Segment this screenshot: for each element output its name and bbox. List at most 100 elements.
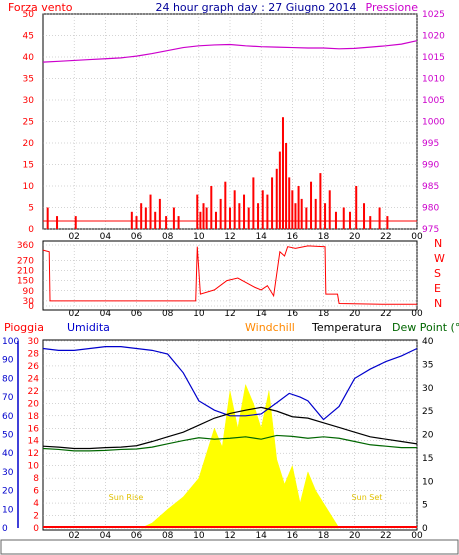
p3-right-tick-label: 0 <box>422 524 428 534</box>
p1-left-tick-label: 0 <box>28 225 34 235</box>
humidity-tick-label: 90 <box>2 356 14 366</box>
sun-set-label: Sun Set <box>352 493 383 502</box>
temperature-line <box>42 406 418 450</box>
wind-bar <box>281 117 284 229</box>
wind-bar <box>291 190 294 229</box>
sun-rise-label: Sun Rise <box>109 493 144 502</box>
p1-x-tick-label: 08 <box>162 232 174 242</box>
p1-right-tick-label: 1000 <box>422 118 445 128</box>
humidity-tick-label: 50 <box>2 431 14 441</box>
p1-left-tick-label: 15 <box>23 161 34 171</box>
humidity-tick-label: 70 <box>2 393 14 403</box>
wind-bar <box>300 198 303 229</box>
p1-x-tick-label: 20 <box>349 232 361 242</box>
p2-x-tick-label: 10 <box>193 309 205 319</box>
p2-left-tick-label: 150 <box>17 277 34 287</box>
p3-right-tick-label: 10 <box>422 477 434 487</box>
p3-left-tick-label: 22 <box>28 387 39 397</box>
p1-x-tick-label: 18 <box>318 232 330 242</box>
p1-left-tick-label: 35 <box>23 75 34 85</box>
wind-bar <box>319 173 322 229</box>
humidity-line <box>42 346 418 421</box>
p1-right-tick-label: 985 <box>422 182 439 192</box>
wind-bar <box>140 203 143 229</box>
wind-bar <box>369 216 372 229</box>
compass-label: N <box>434 297 442 310</box>
humidity-tick-label: 100 <box>2 337 19 347</box>
bottom-bar <box>0 539 459 555</box>
p3-x-tick-label: 20 <box>349 531 361 541</box>
p3-x-tick-label: 12 <box>224 531 235 541</box>
wind-bar <box>247 207 250 229</box>
wind-bar <box>348 211 351 229</box>
wind-bar <box>305 207 308 229</box>
wind-bar <box>285 143 288 229</box>
p1-left-tick-label: 5 <box>28 204 34 214</box>
wind-bar <box>233 190 236 229</box>
wind-bar <box>149 194 152 229</box>
wind-bar <box>334 211 337 229</box>
wind-bar <box>210 186 213 229</box>
compass-label: N <box>434 237 442 250</box>
p2-x-tick-label: 00 <box>411 309 423 319</box>
p1-x-tick-label: 22 <box>380 232 391 242</box>
wind-bar <box>46 207 49 229</box>
wind-bar <box>219 198 222 229</box>
p3-left-tick-label: 0 <box>33 524 39 534</box>
humidity-tick-label: 0 <box>2 524 8 534</box>
wind-bar <box>266 194 269 229</box>
p2-left-tick-label: 90 <box>23 287 35 297</box>
wind-bar <box>224 181 227 229</box>
p2-left-tick-label: 0 <box>28 302 34 312</box>
p3-left-tick-label: 20 <box>28 399 40 409</box>
p3-x-tick-label: 08 <box>162 531 174 541</box>
p1-left-tick-label: 30 <box>23 96 35 106</box>
p1-x-tick-label: 02 <box>68 232 79 242</box>
wind-bar <box>196 194 199 229</box>
wind-bar <box>288 177 291 229</box>
wind-bar <box>252 177 255 229</box>
wind-bar <box>202 203 205 229</box>
p2-left-tick-label: 30 <box>23 297 35 307</box>
pressure-line <box>42 40 418 63</box>
wind-bar <box>275 168 278 229</box>
p2-x-tick-label: 16 <box>287 309 299 319</box>
wind-bar <box>177 216 180 229</box>
p1-left-tick-label: 20 <box>23 139 35 149</box>
wind-bar <box>261 190 264 229</box>
p3-left-tick-label: 4 <box>33 499 39 509</box>
wind-bar <box>328 190 331 229</box>
p1-right-tick-label: 1020 <box>422 32 445 42</box>
p1-x-tick-label: 14 <box>255 232 267 242</box>
wind-bar <box>378 207 381 229</box>
p1-x-tick-label: 10 <box>193 232 205 242</box>
p3-left-tick-label: 14 <box>28 437 40 447</box>
humidity-tick-label: 40 <box>2 449 14 459</box>
p1-right-tick-label: 1010 <box>422 75 445 85</box>
humidity-tick-label: 80 <box>2 374 14 384</box>
p3-left-tick-label: 10 <box>28 462 40 472</box>
solar-area <box>141 383 340 529</box>
p1-left-tick-label: 40 <box>23 53 35 63</box>
compass-label: W <box>434 252 445 265</box>
p3-left-tick-label: 2 <box>33 512 39 522</box>
wind-bar <box>238 203 241 229</box>
p2-x-tick-label: 20 <box>349 309 361 319</box>
p1-x-tick-label: 06 <box>131 232 143 242</box>
p3-left-tick-label: 12 <box>28 449 39 459</box>
p2-x-tick-label: 06 <box>131 309 143 319</box>
humidity-tick-label: 30 <box>2 468 14 478</box>
humidity-tick-label: 10 <box>2 505 14 515</box>
p2-x-tick-label: 08 <box>162 309 174 319</box>
p3-left-tick-label: 30 <box>28 337 40 347</box>
header-right-label: Pressione <box>366 1 419 14</box>
p1-right-tick-label: 980 <box>422 204 439 214</box>
graph-title: 24 hour graph day : 27 Giugno 2014 <box>155 1 356 14</box>
p3-x-tick-label: 14 <box>255 531 267 541</box>
p1-x-tick-label: 00 <box>411 232 423 242</box>
p1-x-tick-label: 04 <box>100 232 112 242</box>
wind-bar <box>135 216 138 229</box>
p3-x-tick-label: 06 <box>131 531 143 541</box>
p3-left-tick-label: 28 <box>28 349 40 359</box>
